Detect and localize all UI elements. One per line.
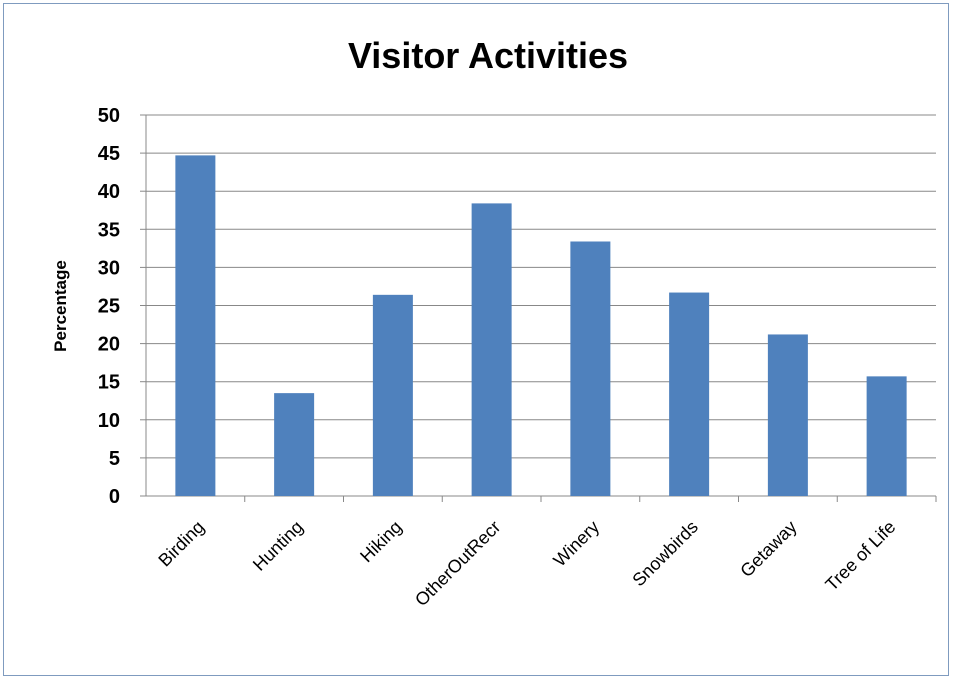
bar <box>669 292 710 496</box>
x-tick-label: Snowbirds <box>628 517 702 591</box>
y-tick-label: 35 <box>98 219 120 241</box>
y-tick-label: 40 <box>98 181 120 203</box>
y-tick-label: 45 <box>98 143 120 165</box>
y-tick-label: 10 <box>98 410 120 432</box>
bar <box>866 376 907 496</box>
y-tick-label: 15 <box>98 372 120 394</box>
y-axis-ticks: 0 5 10 15 20 25 30 35 40 45 50 <box>98 105 120 508</box>
y-tick-label: 5 <box>109 448 120 470</box>
y-tick-label: 25 <box>98 296 120 318</box>
y-axis-label: Percentage <box>51 260 70 352</box>
x-tick-label: Getaway <box>736 517 800 581</box>
bar <box>175 155 216 497</box>
bar <box>471 203 512 496</box>
bar <box>570 241 611 496</box>
y-tick-label: 0 <box>109 486 120 508</box>
x-axis-ticks: Birding Hunting Hiking OtherOutRecr Winery Sn… <box>154 517 899 610</box>
bar <box>274 393 315 496</box>
chart-title: Visitor Activities <box>348 35 628 76</box>
x-tick-label: Winery <box>549 517 603 571</box>
x-tick-label: OtherOutRecr <box>411 517 504 610</box>
x-tick-label: Birding <box>154 517 208 571</box>
bars <box>175 155 937 502</box>
x-tick-label: Hunting <box>249 517 307 575</box>
x-tick-label: Tree of Life <box>821 517 899 595</box>
y-tick-label: 30 <box>98 257 120 279</box>
y-tick-label: 50 <box>98 105 120 127</box>
x-tick-label: Hiking <box>356 517 406 567</box>
bar <box>372 294 413 496</box>
bar <box>767 334 808 496</box>
gridlines <box>140 114 936 497</box>
y-tick-label: 20 <box>98 334 120 356</box>
